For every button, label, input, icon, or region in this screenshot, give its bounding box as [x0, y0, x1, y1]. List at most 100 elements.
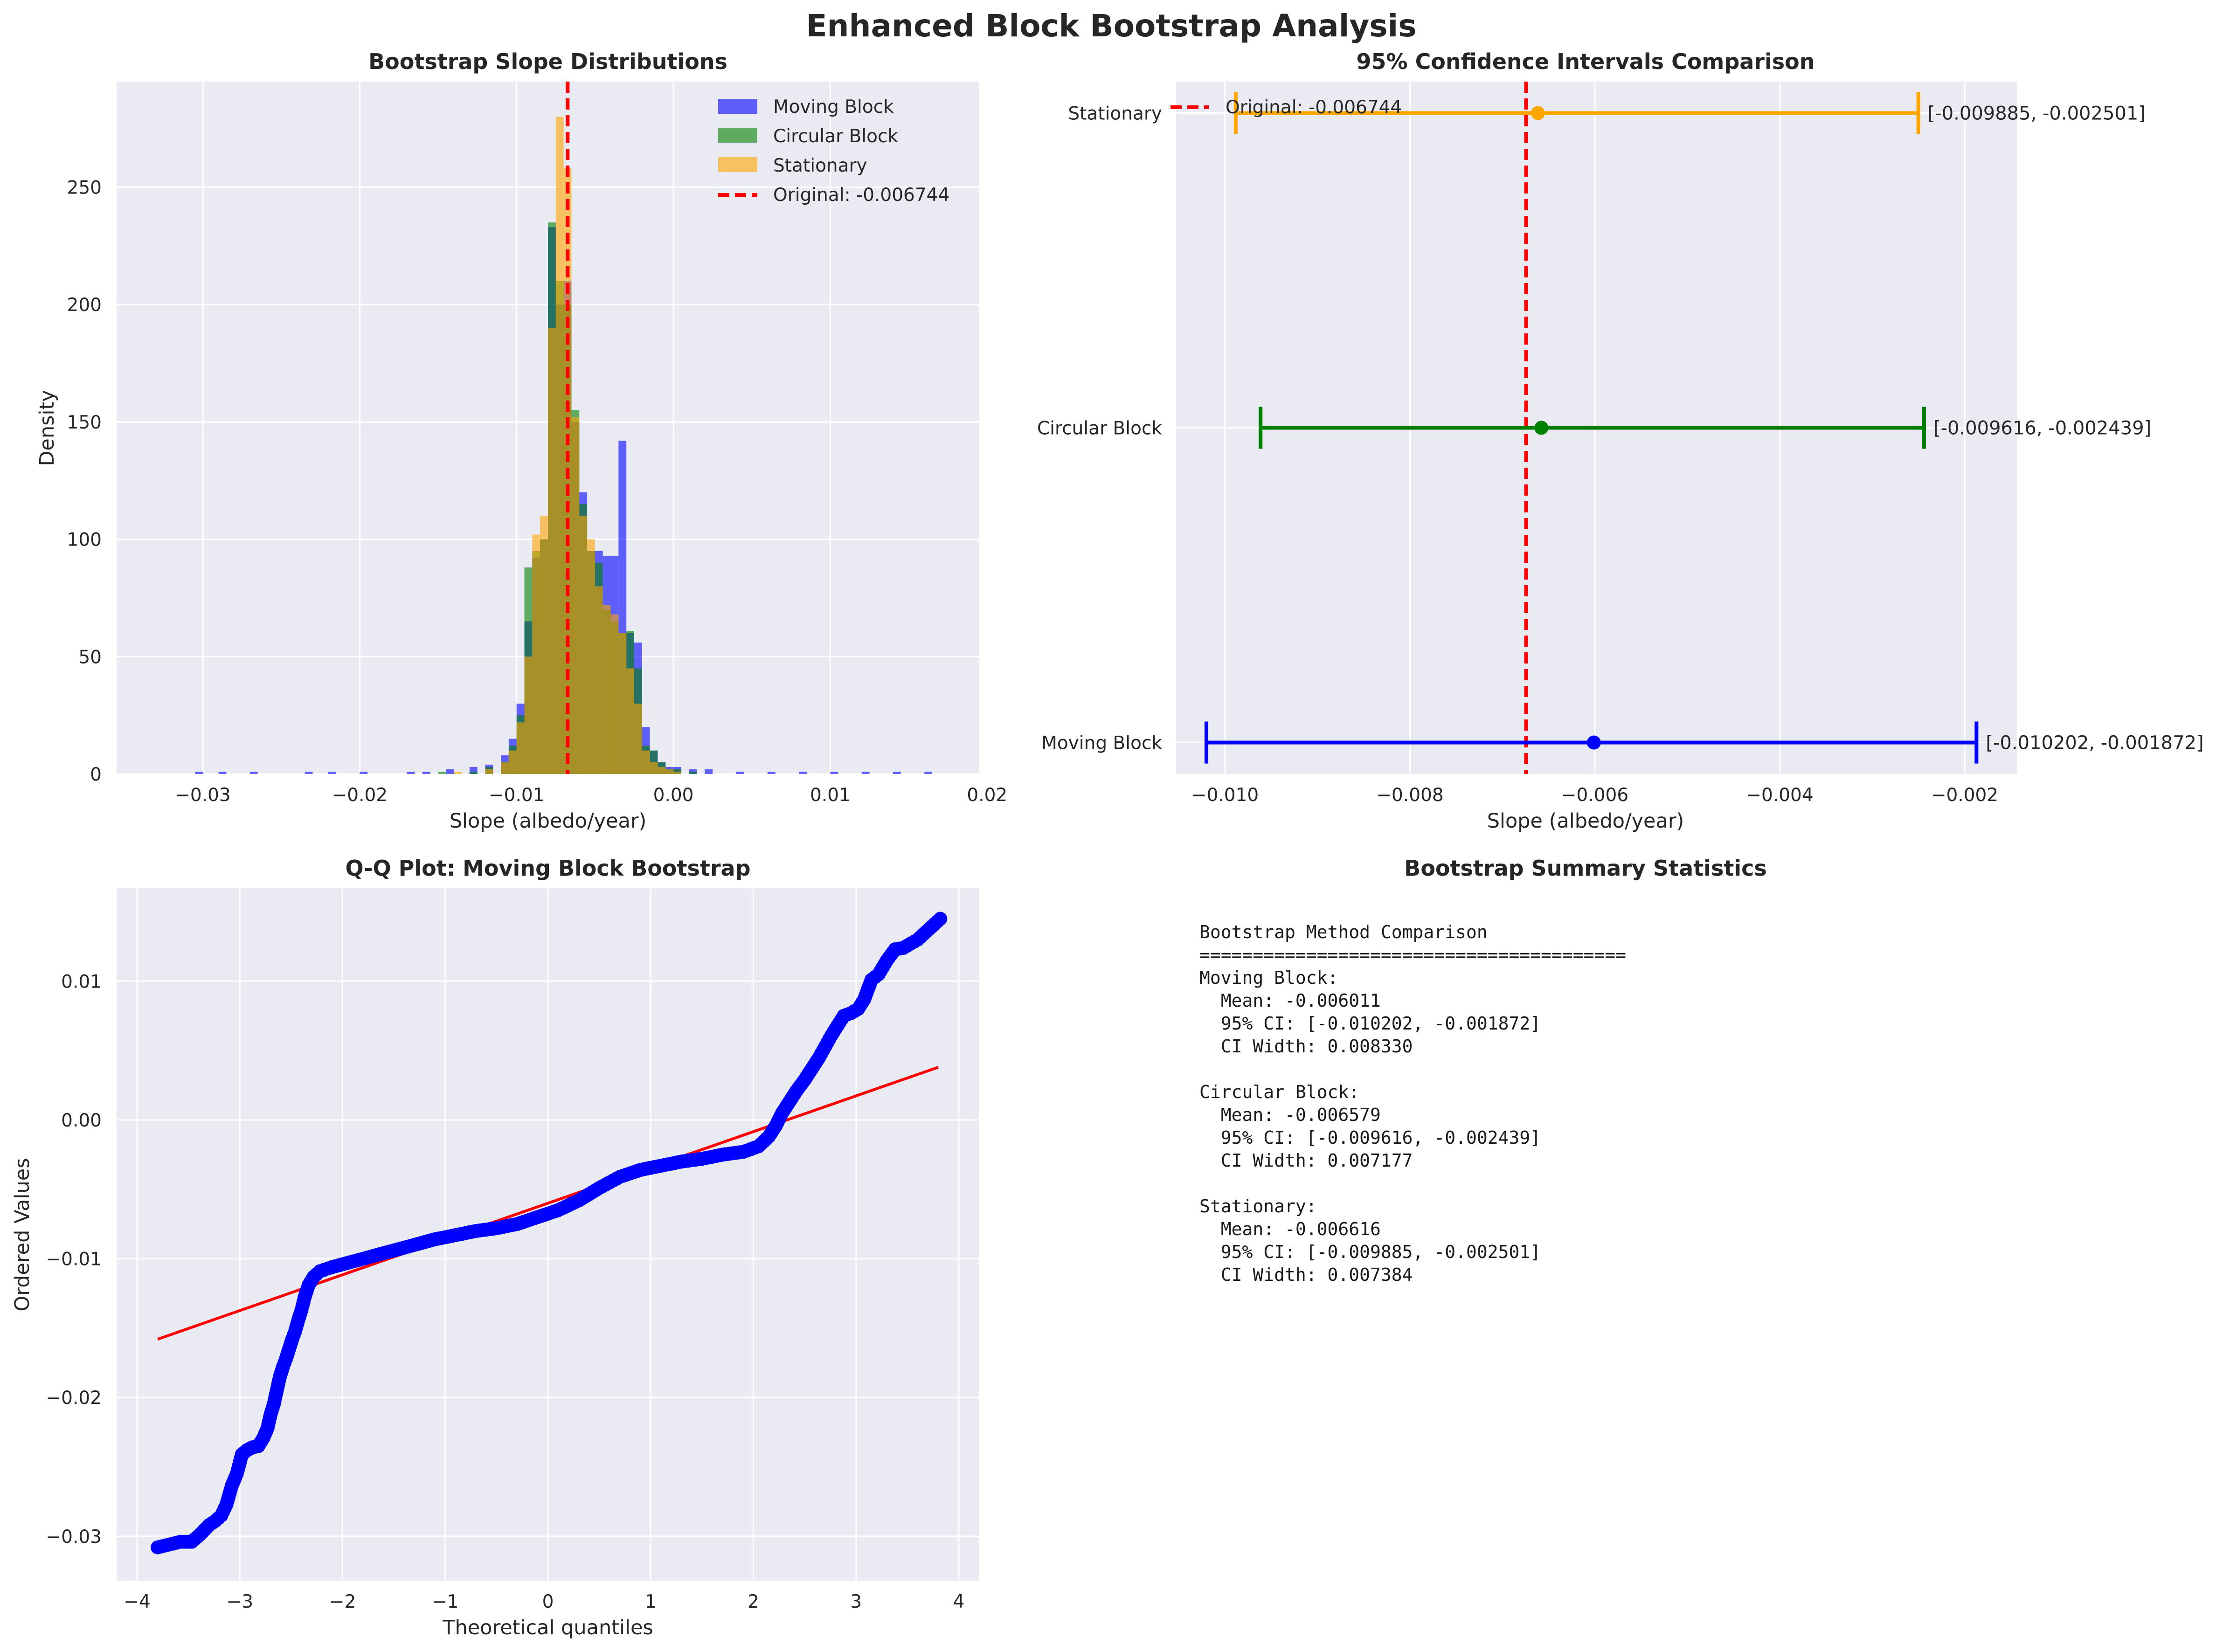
- histogram-bar-stationary: [658, 767, 666, 774]
- qq-y-tick-label: 0.01: [61, 971, 102, 992]
- histogram-bar-stationary: [454, 771, 462, 774]
- histogram-bar-circular-block: [469, 771, 478, 774]
- summary-line: CI Width: 0.007384: [1199, 1265, 1413, 1285]
- histogram-legend: Moving Block Circular Block Stationary O…: [718, 97, 949, 206]
- summary-line: Moving Block:: [1199, 968, 1338, 988]
- qq-y-label: Ordered Values: [11, 1158, 34, 1311]
- histogram-bar-moving-block: [861, 771, 870, 774]
- histogram-x-tick-label: −0.03: [175, 785, 231, 806]
- histogram-y-tick-label: 100: [67, 530, 102, 551]
- summary-line: 95% CI: [-0.010202, -0.001872]: [1199, 1013, 1541, 1034]
- histogram-bar-stationary: [665, 769, 674, 774]
- ci-mean-marker: [1534, 421, 1549, 435]
- qq-x-tick-label: 1: [645, 1591, 657, 1612]
- histogram-title: Bootstrap Slope Distributions: [368, 49, 727, 74]
- histogram-y-tick-label: 0: [90, 764, 102, 785]
- histogram-y-tick-label: 50: [78, 647, 102, 668]
- qq-fit-line: [157, 1066, 939, 1341]
- histogram-bar-circular-block: [689, 771, 697, 774]
- histogram-bar-moving-block: [830, 771, 838, 774]
- qq-x-tick-label: 0: [542, 1591, 554, 1612]
- ci-x-tick-label: −0.010: [1191, 785, 1259, 806]
- histogram-bar-moving-block: [407, 771, 415, 774]
- qq-x-tick-label: −1: [432, 1591, 459, 1612]
- histogram-bar-stationary: [587, 539, 595, 774]
- summary-line: Mean: -0.006616: [1199, 1219, 1381, 1239]
- summary-line: Mean: -0.006011: [1199, 990, 1381, 1011]
- histogram-bar-stationary: [650, 762, 658, 774]
- histogram-x-tick-label: 0.00: [653, 785, 694, 806]
- summary-title: Bootstrap Summary Statistics: [1404, 856, 1766, 881]
- qq-y-tick-label: −0.02: [46, 1388, 102, 1409]
- qq-x-tick-label: −4: [124, 1591, 151, 1612]
- histogram-bar-moving-block: [799, 771, 807, 774]
- figure-title: Enhanced Block Bootstrap Analysis: [806, 8, 1416, 44]
- summary-line: 95% CI: [-0.009616, -0.002439]: [1199, 1127, 1541, 1148]
- qq-x-tick-label: 3: [850, 1591, 862, 1612]
- histogram-bar-moving-block: [249, 771, 258, 774]
- histogram-bar-stationary: [548, 328, 556, 774]
- summary-line: Stationary:: [1199, 1196, 1317, 1217]
- histogram-bar-moving-block: [736, 771, 744, 774]
- qq-x-tick-label: 2: [748, 1591, 759, 1612]
- histogram-bar-stationary: [555, 117, 564, 774]
- ci-interval-label: [-0.009885, -0.002501]: [1928, 103, 2146, 124]
- histogram-bar-stationary: [618, 633, 627, 774]
- histogram-bar-stationary: [571, 417, 580, 774]
- histogram-bar-moving-block: [446, 769, 454, 774]
- qq-y-tick-label: −0.03: [46, 1527, 102, 1548]
- histogram-x-tick-label: 0.02: [967, 785, 1007, 806]
- histogram-bar-stationary: [610, 614, 619, 774]
- ci-mean-marker: [1586, 735, 1601, 750]
- qq-x-tick-label: 4: [953, 1591, 965, 1612]
- ci-x-tick-label: −0.008: [1376, 785, 1443, 806]
- histogram-bar-moving-block: [305, 771, 313, 774]
- histogram-y-tick-label: 150: [67, 412, 102, 433]
- histogram-panel: Bootstrap Slope Distributions −0.03 −0.02…: [35, 49, 1007, 833]
- histogram-bar-moving-block: [924, 771, 933, 774]
- ci-category-label-stationary: Stationary: [1068, 104, 1162, 124]
- ci-panel: 95% Confidence Intervals Comparison [-0.…: [1037, 49, 2204, 833]
- histogram-x-tick-label: −0.02: [332, 785, 388, 806]
- legend-label-moving: Moving Block: [773, 97, 894, 118]
- ci-interval-label: [-0.010202, -0.001872]: [1986, 733, 2203, 754]
- legend-label-stationary: Stationary: [773, 155, 867, 176]
- legend-swatch-stationary: [718, 157, 757, 172]
- histogram-bar-moving-block: [893, 771, 901, 774]
- ci-x-tick-label: −0.004: [1746, 785, 1813, 806]
- qq-y-tick-label: −0.01: [46, 1249, 102, 1270]
- legend-swatch-circular: [718, 128, 757, 143]
- histogram-bar-circular-block: [438, 771, 446, 774]
- ci-category-label-moving-block: Moving Block: [1041, 733, 1162, 754]
- histogram-bar-stationary: [485, 769, 493, 774]
- histogram-bar-stationary: [642, 750, 650, 774]
- legend-label-original: Original: -0.006744: [773, 185, 949, 206]
- histogram-x-tick-label: 0.01: [810, 785, 851, 806]
- qq-x-tick-label: −2: [329, 1591, 356, 1612]
- summary-line: 95% CI: [-0.009885, -0.002501]: [1199, 1242, 1541, 1262]
- ci-legend: Original: -0.006744: [1170, 97, 1402, 118]
- qq-panel: Q-Q Plot: Moving Block Bootstrap −4 −3 −2 −…: [11, 856, 979, 1639]
- histogram-y-label: Density: [35, 390, 59, 466]
- histogram-bar-moving-block: [328, 771, 336, 774]
- histogram-bar-stationary: [516, 722, 525, 774]
- histogram-bar-stationary: [501, 762, 509, 774]
- histogram-bar-stationary: [579, 516, 588, 774]
- summary-line: Bootstrap Method Comparison: [1199, 922, 1488, 942]
- qq-x-tick-label: −3: [227, 1591, 254, 1612]
- histogram-x-label: Slope (albedo/year): [450, 809, 647, 833]
- histogram-bar-moving-block: [360, 771, 368, 774]
- histogram-bar-moving-block: [195, 771, 203, 774]
- ci-title: 95% Confidence Intervals Comparison: [1356, 49, 1814, 74]
- histogram-bar-stationary: [540, 516, 548, 774]
- histogram-bar-stationary: [524, 657, 533, 774]
- histogram-bar-moving-block: [705, 769, 713, 774]
- ci-legend-label-original: Original: -0.006744: [1226, 97, 1402, 118]
- histogram-x-tick-label: −0.01: [489, 785, 545, 806]
- ci-errorbar-moving-block: [-0.010202, -0.001872]: [1205, 721, 2204, 764]
- histogram-bar-moving-block: [218, 771, 227, 774]
- ci-x-tick-label: −0.006: [1561, 785, 1628, 806]
- summary-line: CI Width: 0.008330: [1199, 1036, 1413, 1057]
- histogram-bar-stationary: [602, 605, 611, 774]
